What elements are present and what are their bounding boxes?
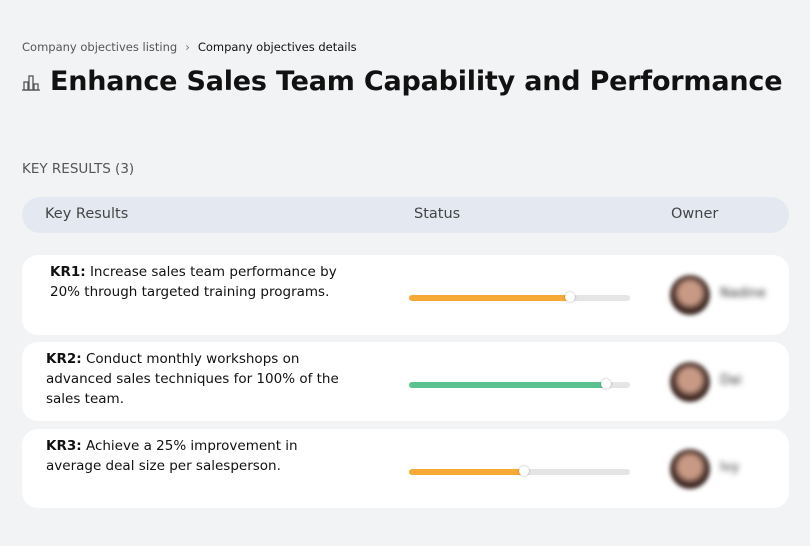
owner-name: Dai (720, 372, 742, 388)
owner-avatar (670, 275, 710, 315)
page-title: Enhance Sales Team Capability and Perfor… (50, 66, 783, 97)
key-result-row[interactable]: KR3: Achieve a 25% improvement in averag… (22, 429, 789, 508)
owner-name: Ivy (720, 459, 740, 475)
header-cell: Owner (671, 206, 719, 222)
key-result-row[interactable]: KR2: Conduct monthly workshops on advanc… (22, 342, 789, 421)
key-result-description: Achieve a 25% improvement in average dea… (46, 438, 298, 474)
key-result-label: KR2: (46, 351, 82, 367)
key-result-label: KR3: (46, 438, 82, 454)
key-result-label: KR1: (50, 264, 86, 280)
header-cell: Status (414, 206, 461, 222)
progress-track (409, 465, 630, 476)
objective-icon (22, 74, 40, 91)
table-header: Key Results Status Owner (22, 197, 789, 233)
section-label: KEY RESULTS (3) (22, 161, 135, 177)
key-result-text: KR1: Increase sales team performance by … (50, 262, 360, 302)
owner-name: Nadine (720, 286, 766, 301)
progress-fill (409, 381, 606, 388)
progress-knob (518, 465, 529, 476)
progress-track (409, 378, 630, 389)
header-cell: Key Results (45, 206, 129, 222)
breadcrumb: Company objectives listing › Company obj… (22, 40, 357, 54)
key-result-text: KR2: Conduct monthly workshops on advanc… (46, 349, 356, 409)
progress-knob (600, 378, 611, 389)
title-row: Enhance Sales Team Capability and Perfor… (22, 66, 783, 97)
progress-knob (565, 292, 576, 302)
breadcrumb-link[interactable]: Company objectives listing (22, 40, 178, 54)
key-result-text: KR3: Achieve a 25% improvement in averag… (46, 436, 356, 476)
key-result-description: Conduct monthly workshops on advanced sa… (46, 351, 339, 407)
progress-track (409, 292, 630, 302)
owner-avatar (670, 361, 710, 402)
breadcrumb-current: Company objectives details (197, 40, 357, 54)
progress-fill (409, 295, 571, 301)
owner-avatar (670, 448, 710, 489)
breadcrumb-separator: › (185, 40, 190, 54)
progress-fill (409, 468, 524, 475)
key-result-row[interactable]: KR1: Increase sales team performance by … (22, 255, 789, 335)
key-result-description: Increase sales team performance by 20% t… (50, 264, 337, 300)
